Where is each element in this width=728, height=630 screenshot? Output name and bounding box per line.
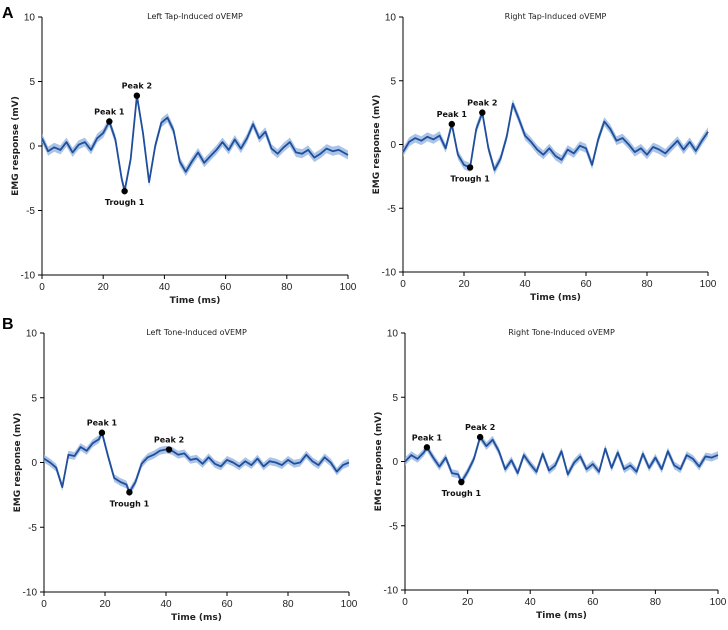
y-tick-label: 5 <box>390 76 396 87</box>
annotation-label: Trough 1 <box>442 489 482 498</box>
annotation-label: Peak 1 <box>437 110 468 119</box>
y-tick-label: 10 <box>387 329 399 340</box>
x-tick-label: 100 <box>710 597 727 608</box>
x-tick-label: 100 <box>340 282 357 293</box>
annotation-label: Peak 1 <box>412 433 443 442</box>
x-tick-label: 80 <box>281 282 293 293</box>
chart-title: Right Tone-Induced oVEMP <box>508 328 615 337</box>
x-tick-label: 60 <box>580 279 592 290</box>
x-axis-label: Time (ms) <box>171 613 222 623</box>
annotation-label: Trough 1 <box>105 198 145 207</box>
x-tick-label: 60 <box>221 599 233 610</box>
annotation-marker <box>448 120 455 128</box>
annotation-label: Peak 1 <box>87 419 118 428</box>
panel-label-a: A <box>2 5 14 22</box>
chart-left-tone: Left Tone-Induced oVEMP Time (ms) EMG re… <box>13 328 358 623</box>
y-tick-label: -10 <box>23 588 38 599</box>
series-line <box>402 102 709 171</box>
annotation-label: Peak 2 <box>154 436 184 445</box>
series-line <box>41 94 349 192</box>
x-tick-label: 40 <box>519 279 531 290</box>
x-tick-label: 40 <box>525 597 537 608</box>
x-tick-label: 0 <box>402 597 408 608</box>
annotation-label: Peak 2 <box>465 423 495 432</box>
annotation-marker <box>423 444 431 451</box>
panel-label-b: B <box>2 316 14 333</box>
x-tick-label: 40 <box>159 282 171 293</box>
error-band <box>44 428 349 497</box>
error-band <box>405 433 718 486</box>
chart-title: Left Tap-Induced oVEMP <box>147 12 243 21</box>
y-tick-label: 10 <box>26 329 38 340</box>
x-tick-label: 20 <box>99 599 111 610</box>
y-tick-label: -10 <box>21 271 36 282</box>
chart-title: Right Tap-Induced oVEMP <box>505 12 607 21</box>
y-tick-label: 0 <box>31 458 37 469</box>
y-axis-label: EMG response (mV) <box>374 412 384 512</box>
x-tick-label: 0 <box>39 282 45 293</box>
x-tick-label: 60 <box>587 597 599 608</box>
y-tick-label: 10 <box>385 13 397 24</box>
chart-title: Left Tone-Induced oVEMP <box>146 328 247 337</box>
x-axis-label: Time (ms) <box>536 611 587 621</box>
annotation-marker <box>98 429 106 436</box>
annotation-label: Trough 1 <box>450 174 490 183</box>
x-tick-label: 80 <box>282 599 294 610</box>
x-tick-label: 20 <box>462 597 474 608</box>
y-tick-label: -5 <box>389 521 398 532</box>
y-tick-label: 5 <box>392 393 398 404</box>
x-tick-label: 0 <box>400 279 406 290</box>
annotation-label: Trough 1 <box>110 499 150 508</box>
x-axis-label: Time (ms) <box>530 293 581 303</box>
y-tick-label: 5 <box>31 393 37 404</box>
annotation-marker <box>106 118 113 125</box>
y-axis-label: EMG response (mV) <box>13 413 23 513</box>
chart-right-tap: Right Tap-Induced oVEMP Time (ms) EMG re… <box>372 12 717 303</box>
chart-left-tap: Left Tap-Induced oVEMP Time (ms) EMG res… <box>11 12 357 306</box>
annotation-marker <box>466 164 474 171</box>
chart-right-tone: Right Tone-Induced oVEMP Time (ms) EMG r… <box>374 328 727 621</box>
y-axis-label: EMG response (mV) <box>372 95 382 195</box>
y-tick-label: -5 <box>28 523 37 534</box>
x-axis-label: Time (ms) <box>170 296 221 306</box>
error-band <box>403 99 708 175</box>
annotation-label: Peak 2 <box>122 82 152 91</box>
x-tick-label: 60 <box>220 282 232 293</box>
y-tick-label: 0 <box>29 142 35 153</box>
annotation-marker <box>133 92 141 99</box>
series-line <box>404 436 719 483</box>
y-tick-label: 10 <box>24 13 36 24</box>
x-tick-label: 20 <box>458 279 470 290</box>
y-tick-label: -5 <box>387 204 396 215</box>
x-tick-label: 80 <box>650 597 662 608</box>
y-tick-label: -10 <box>384 586 399 597</box>
annotation-marker <box>165 446 173 453</box>
y-axis-label: EMG response (mV) <box>11 96 21 196</box>
x-tick-label: 20 <box>98 282 110 293</box>
annotation-marker <box>476 433 484 441</box>
x-tick-label: 40 <box>160 599 172 610</box>
annotation-marker <box>126 489 133 496</box>
error-band <box>42 91 348 196</box>
annotation-label: Peak 1 <box>94 107 125 116</box>
annotation-marker <box>479 109 486 116</box>
y-tick-label: 5 <box>29 77 35 88</box>
annotation-marker <box>121 187 128 195</box>
x-tick-label: 100 <box>700 279 717 290</box>
y-tick-label: -5 <box>26 206 35 217</box>
x-tick-label: 100 <box>341 599 358 610</box>
annotation-marker <box>458 478 465 486</box>
y-tick-label: 0 <box>390 140 396 151</box>
series-line <box>43 431 350 494</box>
x-tick-label: 80 <box>641 279 653 290</box>
annotation-label: Peak 2 <box>467 99 497 108</box>
y-tick-label: -10 <box>382 268 397 279</box>
x-tick-label: 0 <box>41 599 47 610</box>
y-tick-label: 0 <box>392 457 398 468</box>
